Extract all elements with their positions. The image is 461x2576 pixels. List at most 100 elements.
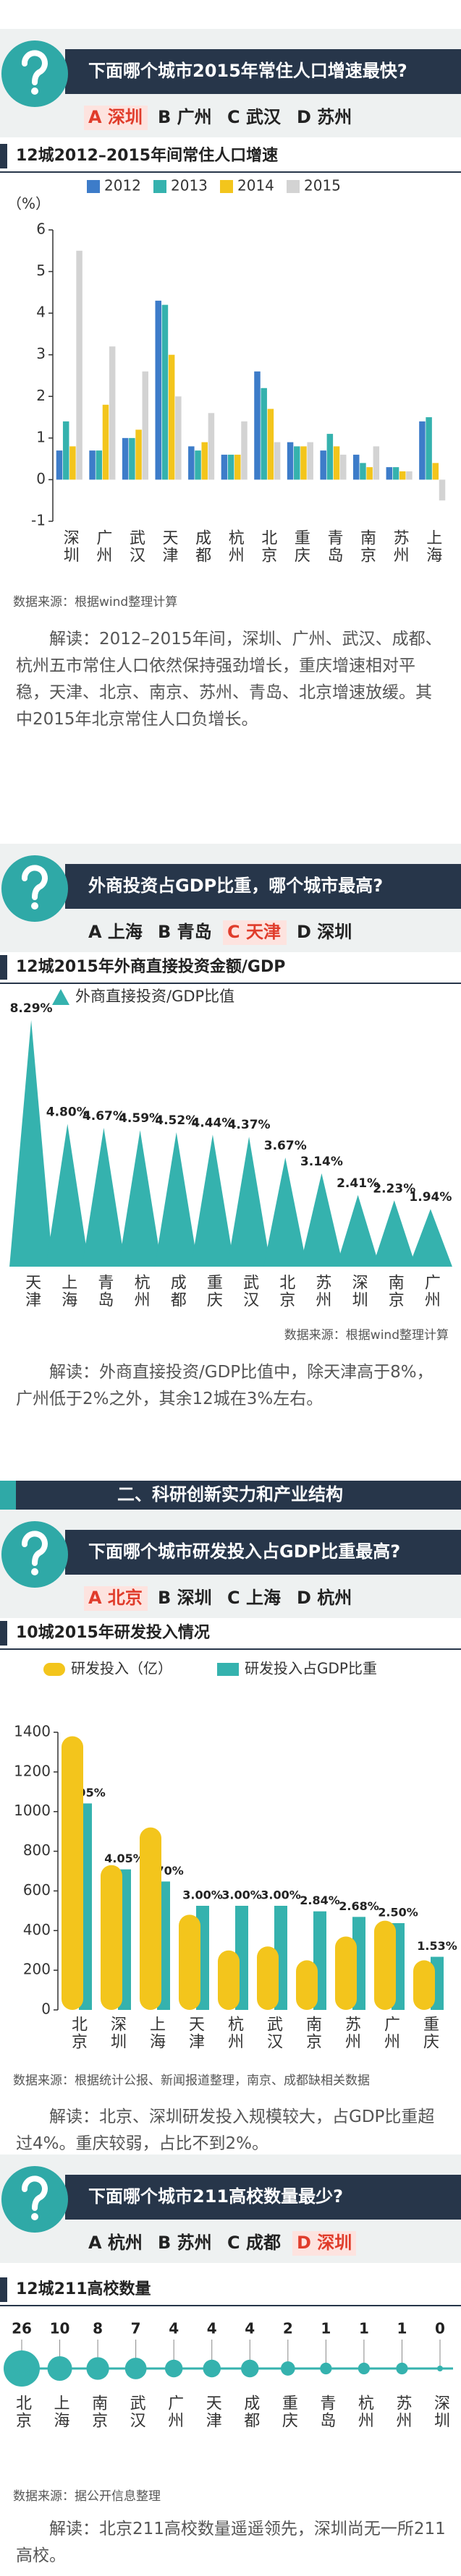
bar <box>168 354 175 480</box>
x-tick-label: 成都 <box>241 2395 260 2429</box>
y-tick-label: 0 <box>41 2001 51 2018</box>
legend-label: 2012 <box>104 177 141 194</box>
bar <box>300 446 307 480</box>
value-label: 1.94% <box>409 1190 452 1204</box>
bubble <box>280 2361 295 2376</box>
quiz-icon-mark <box>22 1531 48 1566</box>
note: 解读：北京211高校数量遥遥领先，深圳尚无一所211高校。 <box>16 2520 446 2565</box>
quiz-option: A 深圳 <box>88 107 143 127</box>
triangle <box>300 1173 344 1267</box>
bar <box>274 442 281 480</box>
x-tick-label: 青岛 <box>95 1274 113 1309</box>
note: 解读：外商直接投资/GDP比值中，除天津高于8%，广州低于2%之外，其余12城在… <box>16 1363 433 1408</box>
value-label: 4 <box>245 2320 255 2337</box>
triangle <box>154 1132 198 1267</box>
x-tick-label: 广州 <box>381 2016 400 2050</box>
legend-label: 2014 <box>237 177 274 194</box>
x-tick-label: 上海 <box>59 1274 77 1309</box>
legend-label: 2015 <box>304 177 341 194</box>
x-tick-label: 上海 <box>51 2395 70 2429</box>
answer-highlight <box>292 2231 356 2256</box>
bar <box>352 454 360 480</box>
chart-title: 12城211高校数量 <box>16 2280 151 2298</box>
chart-title: 12城2012–2015年间常住人口增速 <box>16 146 278 165</box>
quiz-option: B 苏州 <box>158 2233 212 2253</box>
x-tick-label: 上海 <box>423 529 442 564</box>
bubble <box>358 2362 371 2375</box>
x-tick-label: 武汉 <box>127 529 145 564</box>
x-tick-label: 天津 <box>186 2016 205 2050</box>
bar <box>257 1946 279 2010</box>
bar <box>241 421 248 480</box>
quiz-option: B 深圳 <box>158 1588 212 1608</box>
triangle <box>190 1134 234 1267</box>
bar <box>432 463 439 480</box>
bar <box>419 421 426 480</box>
quiz-option: C 武汉 <box>227 107 282 127</box>
bubble <box>437 2366 443 2371</box>
quiz-question: 下面哪个城市211高校数量最少? <box>88 2186 343 2207</box>
source: 数据来源：根据wind整理计算 <box>13 595 177 609</box>
bar <box>89 450 96 480</box>
bar <box>261 388 267 480</box>
note: 解读：2012–2015年间，深圳、广州、武汉、成都、杭州五市常住人口依然保持强… <box>16 630 442 729</box>
value-label: 2.23% <box>373 1181 415 1196</box>
bubble <box>47 2355 72 2382</box>
quiz-option: C 成都 <box>227 2233 281 2253</box>
bar <box>426 417 432 480</box>
bubble <box>86 2357 109 2380</box>
bar <box>326 434 334 480</box>
bar <box>195 450 201 480</box>
legend-label: 2013 <box>171 177 208 194</box>
y-tick-label: 4 <box>36 304 46 321</box>
value-label: 4.37% <box>228 1118 271 1132</box>
bar <box>142 371 149 480</box>
legend-swatch <box>220 180 233 193</box>
quiz-option: C 上海 <box>227 1588 281 1608</box>
triangle <box>336 1194 380 1267</box>
value-label: 2 <box>283 2320 293 2337</box>
y-tick-label: 5 <box>36 262 46 279</box>
x-tick-label: 武汉 <box>264 2016 283 2050</box>
quiz-icon-mark <box>22 50 48 85</box>
value-label: 2.50% <box>378 1906 418 1920</box>
quiz-option: A 杭州 <box>88 2233 143 2253</box>
quiz-icon-dot <box>31 902 38 910</box>
x-tick-label: 深圳 <box>431 2395 450 2429</box>
x-tick-label: 重庆 <box>204 1274 223 1309</box>
x-tick-label: 青岛 <box>324 529 342 564</box>
bubble <box>241 2359 259 2378</box>
bar <box>374 1920 396 2010</box>
value-label: 3.00% <box>221 1888 262 1902</box>
x-tick-label: 广州 <box>422 1274 441 1309</box>
value-label: 10 <box>50 2320 70 2337</box>
bar <box>307 442 313 480</box>
title-marker <box>0 1621 7 1646</box>
triangle <box>227 1137 271 1267</box>
x-tick-label: 重庆 <box>292 529 310 564</box>
y-tick-label: 2 <box>36 387 46 404</box>
quiz-question: 下面哪个城市研发投入占GDP比重最高? <box>88 1541 400 1562</box>
y-tick-label: 800 <box>23 1841 51 1859</box>
section-header-bar <box>0 1481 461 1510</box>
value-label: 4 <box>207 2320 217 2337</box>
x-tick-label: 北京 <box>69 2016 88 2050</box>
value-label: 4 <box>169 2320 179 2337</box>
quiz-banner <box>65 864 461 909</box>
value-label: 1.53% <box>417 1939 457 1953</box>
triangle <box>46 1124 90 1267</box>
value-label: 3.00% <box>261 1888 301 1902</box>
bar <box>406 471 413 480</box>
x-tick-label: 苏州 <box>342 2016 361 2050</box>
value-label: 7 <box>131 2320 141 2337</box>
section-header: 二、科研创新实力和产业结构 <box>117 1484 343 1505</box>
bar <box>227 454 234 480</box>
bar <box>179 1914 200 2010</box>
source: 数据来源：根据统计公报、新闻报道整理，南京、成都缺相关数据 <box>13 2074 370 2088</box>
quiz-option: A 上海 <box>88 922 143 942</box>
x-tick-label: 杭州 <box>225 2016 244 2050</box>
x-tick-label: 重庆 <box>420 2016 439 2050</box>
quiz-option: A 北京 <box>88 1588 143 1608</box>
triangle <box>82 1127 126 1267</box>
